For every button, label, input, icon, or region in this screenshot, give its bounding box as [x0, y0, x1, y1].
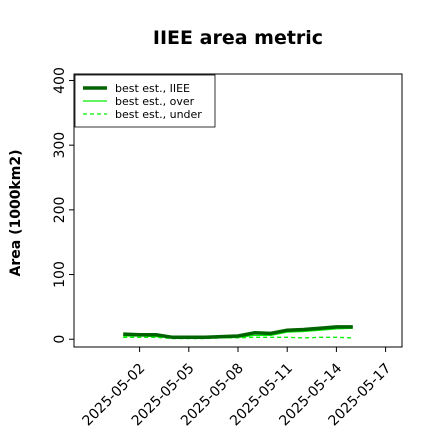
legend-label-0: best est., IIEE [115, 82, 190, 95]
chart-title: IIEE area metric [153, 27, 323, 49]
y-tick-label: 200 [52, 197, 68, 224]
legend-label-1: best est., over [115, 95, 195, 108]
y-tick-label: 300 [52, 132, 68, 159]
legend-label-2: best est., under [115, 108, 202, 121]
plot-layer [123, 325, 353, 340]
series-line-0 [123, 325, 353, 340]
y-axis-label: Area (1000km2) [8, 150, 24, 277]
y-tick-label: 100 [52, 261, 68, 288]
y-tick-label: 400 [52, 67, 68, 94]
y-tick-label: 0 [52, 335, 68, 344]
